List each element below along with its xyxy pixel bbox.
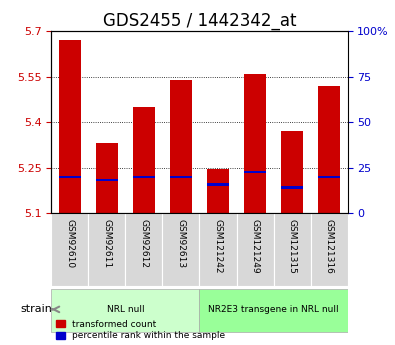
Bar: [207, 183, 229, 186]
Text: GSM121315: GSM121315: [288, 219, 297, 274]
Bar: [96, 179, 118, 181]
FancyBboxPatch shape: [199, 213, 237, 286]
Bar: [170, 80, 192, 213]
FancyBboxPatch shape: [51, 213, 88, 286]
Bar: [170, 176, 192, 178]
Bar: [59, 176, 81, 178]
FancyBboxPatch shape: [51, 288, 199, 332]
Legend: transformed count, percentile rank within the sample: transformed count, percentile rank withi…: [56, 320, 225, 341]
FancyBboxPatch shape: [162, 213, 199, 286]
Bar: [281, 186, 303, 189]
Text: NR2E3 transgene in NRL null: NR2E3 transgene in NRL null: [208, 305, 339, 314]
Text: GSM92612: GSM92612: [139, 219, 149, 268]
Bar: [281, 131, 303, 213]
Text: GSM121316: GSM121316: [325, 219, 334, 274]
Text: NRL null: NRL null: [107, 305, 144, 314]
Text: strain: strain: [20, 304, 52, 314]
Bar: [318, 86, 340, 213]
Text: GSM121242: GSM121242: [213, 219, 222, 274]
Text: GSM92611: GSM92611: [102, 219, 111, 268]
Bar: [133, 176, 155, 178]
Text: GSM121249: GSM121249: [250, 219, 260, 274]
Bar: [244, 73, 266, 213]
FancyBboxPatch shape: [199, 288, 348, 332]
Bar: [59, 40, 81, 213]
Bar: [244, 171, 266, 174]
Title: GDS2455 / 1442342_at: GDS2455 / 1442342_at: [103, 12, 296, 30]
Bar: [96, 144, 118, 213]
FancyBboxPatch shape: [88, 213, 126, 286]
Bar: [133, 107, 155, 213]
FancyBboxPatch shape: [274, 213, 310, 286]
FancyBboxPatch shape: [126, 213, 162, 286]
Bar: [207, 169, 229, 213]
Text: GSM92613: GSM92613: [177, 219, 186, 268]
Text: GSM92610: GSM92610: [65, 219, 74, 268]
FancyBboxPatch shape: [237, 213, 274, 286]
Bar: [318, 176, 340, 178]
FancyBboxPatch shape: [310, 213, 348, 286]
